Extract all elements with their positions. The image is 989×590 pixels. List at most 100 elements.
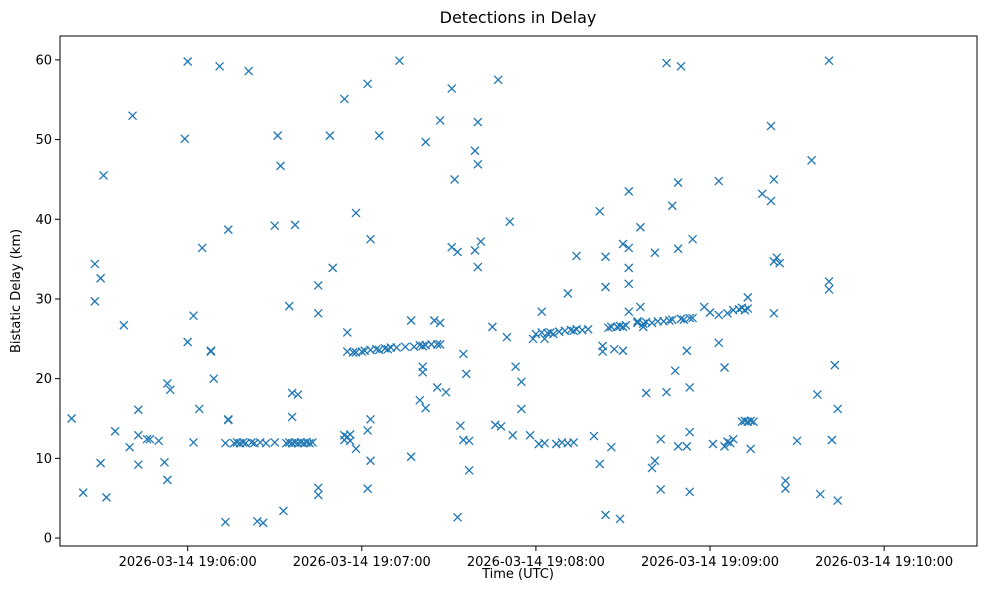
data-point [183,337,193,347]
data-point [516,377,526,387]
data-point [572,251,581,261]
data-point [548,329,558,339]
data-point [615,514,625,524]
data-point [746,416,756,426]
data-point [194,404,204,414]
data-point [313,280,323,290]
data-point [220,517,230,527]
data-point [308,437,317,447]
data-point [247,437,256,447]
data-point [714,176,724,186]
y-axis-ticks: 0 10 20 30 40 50 60 [35,53,60,547]
data-point [406,316,416,325]
data-point [807,155,817,165]
data-point [464,436,474,446]
y-tick-label: 10 [35,452,52,467]
data-point [502,332,512,342]
chart-title: Detections in Delay [440,8,597,27]
data-point [682,441,692,451]
data-point [624,243,634,253]
data-point [189,437,198,447]
data-point [583,324,593,334]
data-point [293,390,303,400]
data-point [418,341,428,351]
data-point [676,61,686,71]
data-point [453,247,463,257]
data-point [624,279,634,289]
data-point [366,234,375,244]
data-point [490,420,500,430]
data-point [722,308,732,318]
data-point [363,425,373,435]
x-axis-label: Time (UTC) [481,567,554,582]
data-point [133,405,143,415]
data-point [366,414,375,424]
data-point [363,484,373,494]
data-point [598,341,608,351]
data-point [456,421,465,431]
data-point [641,388,651,398]
data-point [450,174,460,184]
data-point [447,242,457,252]
data-point [685,382,695,392]
data-point [815,489,825,499]
data-point [409,342,419,352]
data-point [714,310,724,320]
data-point [270,437,280,447]
data-point [313,483,323,493]
y-tick-label: 50 [35,133,52,148]
y-tick-label: 20 [35,372,52,387]
data-point [769,174,779,184]
data-point [705,308,715,317]
data-point [180,134,190,144]
data-point [673,178,683,188]
data-point [284,301,294,311]
data-point [650,456,660,466]
data-point [435,318,445,328]
data-point [682,346,692,356]
y-tick-label: 40 [35,213,52,228]
y-tick-label: 30 [35,292,52,307]
data-point [609,344,619,354]
x-tick-label: 2026-03-14 19:10:00 [815,555,953,570]
data-point [258,518,268,528]
data-point [516,404,526,414]
data-point [769,308,779,318]
data-point [603,323,613,333]
data-point [667,201,677,211]
data-point [313,308,323,318]
data-point [830,360,840,370]
data-point [624,186,634,196]
data-point [540,438,550,448]
data-point [435,339,445,349]
data-point [473,117,483,127]
data-point [537,307,547,317]
data-point [673,244,683,254]
data-point [662,58,671,68]
data-point [270,221,280,231]
data-point [595,206,605,216]
data-point [418,362,428,372]
data-point [618,239,628,249]
data-point [833,404,843,414]
data-point [441,387,451,397]
data-point [714,338,724,348]
data-point [728,434,738,444]
data-point [453,512,463,522]
data-point [563,288,573,298]
data-point [342,327,352,337]
data-point [476,237,486,247]
data-point [679,315,689,325]
data-point [824,56,834,66]
data-point [461,369,471,379]
data-point [824,276,834,286]
data-point [673,441,683,451]
data-point [601,282,611,292]
data-point [746,444,756,454]
data-point [261,438,271,448]
data-point [351,444,361,454]
data-point [133,430,143,440]
y-tick-label: 60 [35,53,52,68]
data-point [824,284,834,294]
